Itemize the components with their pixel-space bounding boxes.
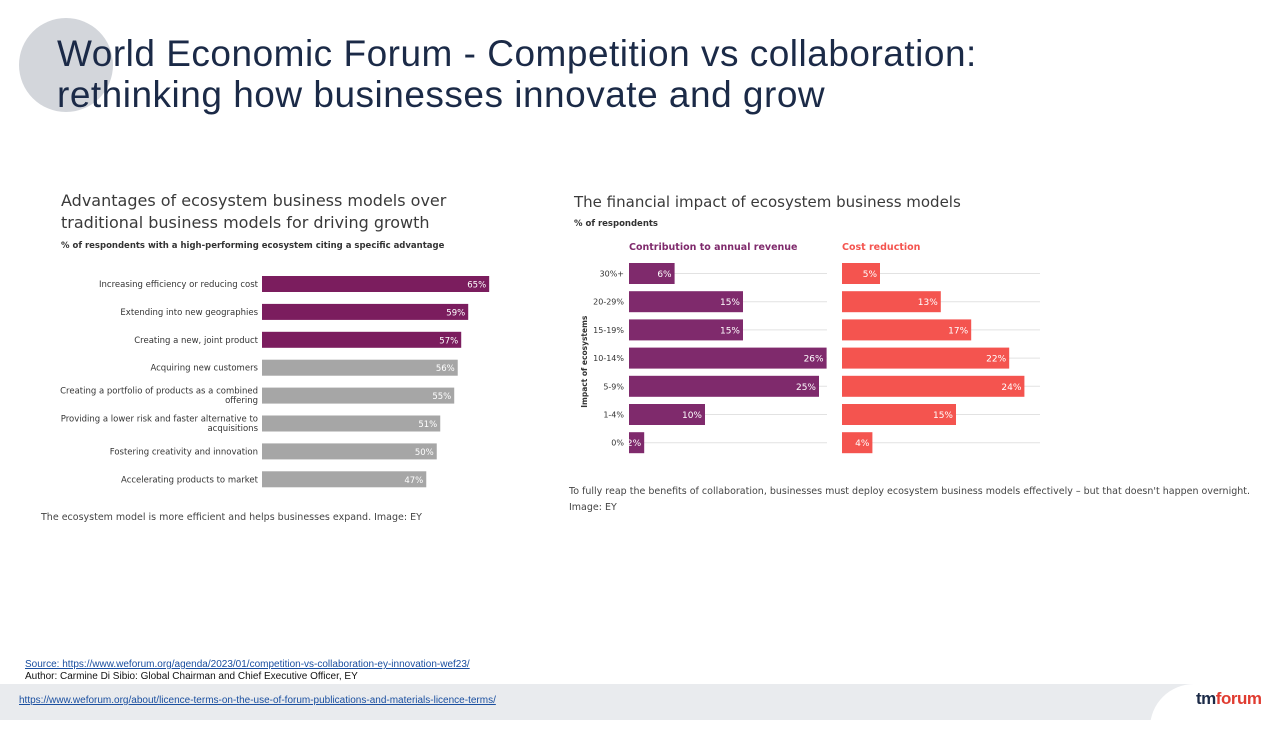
category-label-1: Increasing efficiency or reducing cost <box>99 280 259 290</box>
value-label-s1-6: 10% <box>682 411 702 421</box>
impact-category-label-5: 5-9% <box>603 382 624 391</box>
bar-value-label-8: 47% <box>404 476 423 486</box>
value-label-s1-2: 15% <box>720 298 740 308</box>
bar-s1-4 <box>629 347 827 369</box>
series-header-2: Cost reduction <box>842 242 921 253</box>
bar-advantage-8 <box>262 471 427 488</box>
impact-category-label-7: 0% <box>611 439 624 448</box>
slide-title-line-1: World Economic Forum - Competition vs co… <box>57 33 977 74</box>
decorative-circle <box>19 18 113 112</box>
impact-category-label-6: 1-4% <box>603 411 624 420</box>
author-text: Author: Carmine Di Sibio: Global Chairma… <box>25 671 358 682</box>
source-block: Source: https://www.weforum.org/agenda/2… <box>25 659 470 683</box>
bar-value-label-5: 55% <box>432 392 451 402</box>
logo-tm-text: tm <box>1196 689 1216 708</box>
bar-advantage-4 <box>262 359 458 376</box>
bar-advantage-6 <box>262 415 441 432</box>
bar-s1-2 <box>629 291 743 313</box>
source-link[interactable]: Source: https://www.weforum.org/agenda/2… <box>25 659 470 670</box>
category-label-8: Accelerating products to market <box>121 475 259 485</box>
bar-s2-5 <box>842 375 1025 397</box>
bar-s1-7 <box>629 432 645 454</box>
right-chart-caption: To fully reap the benefits of collaborat… <box>569 484 1250 516</box>
right-chart-subtitle: % of respondents <box>574 219 658 229</box>
bar-value-label-1: 65% <box>467 281 486 291</box>
category-label-5-line-1: Creating a portfolio of products as a co… <box>60 387 258 397</box>
logo-forum-text: forum <box>1215 689 1262 708</box>
value-label-s1-3: 15% <box>720 326 740 336</box>
impact-category-label-3: 15-19% <box>593 326 624 335</box>
value-label-s2-1: 5% <box>863 270 878 280</box>
bar-value-label-4: 56% <box>436 364 455 374</box>
bar-s2-6 <box>842 404 956 425</box>
slide-title: World Economic Forum - Competition vs co… <box>57 33 1157 115</box>
licence-link[interactable]: https://www.weforum.org/about/licence-te… <box>19 695 496 706</box>
bar-s2-7 <box>842 432 873 454</box>
bar-advantage-3 <box>262 331 462 348</box>
category-label-5-line-2: offering <box>225 396 258 406</box>
right-chart-caption-line-1: To fully reap the benefits of collaborat… <box>569 486 1250 497</box>
bar-value-label-6: 51% <box>418 420 437 430</box>
value-label-s2-3: 17% <box>948 326 968 336</box>
bar-s2-2 <box>842 291 941 313</box>
bar-advantage-1 <box>262 276 490 292</box>
impact-category-label-2: 20-29% <box>593 298 624 307</box>
footer-bar <box>0 684 1280 720</box>
value-label-s2-6: 15% <box>933 411 953 421</box>
advantages-bar-chart: 65% Increasing efficiency or reducing cos… <box>60 276 490 488</box>
value-label-s2-2: 13% <box>918 298 938 308</box>
value-label-s1-1: 6% <box>657 270 672 280</box>
bar-s2-4 <box>842 347 1010 369</box>
value-label-s1-4: 26% <box>804 355 824 365</box>
value-label-s2-7: 4% <box>855 439 870 449</box>
impact-category-label-1: 30%+ <box>600 270 624 279</box>
bar-value-label-3: 57% <box>439 336 458 346</box>
category-label-7: Fostering creativity and innovation <box>110 447 258 457</box>
right-chart-caption-line-2: Image: EY <box>569 502 617 513</box>
right-chart-title: The financial impact of ecosystem busine… <box>574 193 961 211</box>
bar-s2-3 <box>842 319 972 341</box>
left-chart-subtitle: % of respondents with a high-performing … <box>61 241 445 251</box>
left-chart-title-line-1: Advantages of ecosystem business models … <box>61 191 447 210</box>
bar-advantage-5 <box>262 387 455 404</box>
bar-s1-6 <box>629 404 705 425</box>
category-label-3: Creating a new, joint product <box>134 336 258 346</box>
slide-title-line-2: rethinking how businesses innovate and g… <box>57 74 826 115</box>
bar-advantage-7 <box>262 443 437 460</box>
bar-advantage-2 <box>262 303 469 320</box>
impact-category-label-4: 10-14% <box>593 354 624 363</box>
left-chart-title-line-2: traditional business models for driving … <box>61 213 430 232</box>
category-label-6-line-1: Providing a lower risk and faster altern… <box>61 415 258 425</box>
value-label-s1-7: 2% <box>627 439 642 449</box>
y-axis-label: Impact of ecosystems <box>580 315 589 408</box>
category-label-4: Acquiring new customers <box>150 364 258 374</box>
value-label-s1-5: 25% <box>796 383 816 393</box>
bar-s1-3 <box>629 319 743 341</box>
tmforum-logo: tmforum <box>1196 689 1262 709</box>
bar-s2-1 <box>842 263 880 284</box>
financial-impact-chart: Contribution to annual revenue Cost reduc… <box>580 242 1040 454</box>
bar-s1-1 <box>629 263 675 284</box>
bar-value-label-2: 59% <box>446 308 465 318</box>
category-label-2: Extending into new geographies <box>120 308 258 318</box>
bar-s1-5 <box>629 375 819 397</box>
value-label-s2-4: 22% <box>986 355 1006 365</box>
series-header-1: Contribution to annual revenue <box>629 242 798 253</box>
bar-value-label-7: 50% <box>415 448 434 458</box>
value-label-s2-5: 24% <box>1001 383 1021 393</box>
left-chart-title: Advantages of ecosystem business models … <box>61 190 446 234</box>
category-label-6-line-2: acquisitions <box>207 424 258 434</box>
left-chart-caption: The ecosystem model is more efficient an… <box>41 512 422 523</box>
